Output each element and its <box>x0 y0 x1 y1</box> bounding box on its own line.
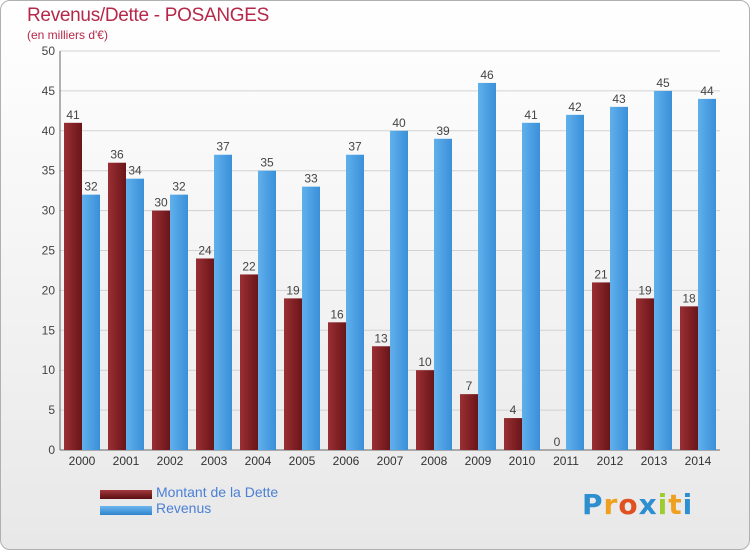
data-label-dette: 19 <box>638 283 652 297</box>
data-label-revenus: 34 <box>128 164 142 178</box>
x-tick-label: 2007 <box>377 454 404 468</box>
logo-letter: i <box>658 488 669 521</box>
logo-letter: o <box>618 488 638 521</box>
y-tick-label: 10 <box>42 363 56 377</box>
bar-revenus <box>390 131 408 450</box>
data-label-dette: 24 <box>198 243 212 257</box>
bar-dette <box>504 418 522 450</box>
legend-swatch-revenus <box>100 506 152 515</box>
x-tick-label: 2006 <box>333 454 360 468</box>
logo-letter: x <box>639 488 658 521</box>
x-tick-label: 2009 <box>465 454 492 468</box>
x-tick-label: 2004 <box>245 454 272 468</box>
x-tick-label: 2005 <box>289 454 316 468</box>
bar-dette <box>372 346 390 450</box>
bar-revenus <box>302 187 320 450</box>
y-tick-label: 40 <box>42 124 56 138</box>
data-label-revenus: 35 <box>260 156 274 170</box>
data-label-revenus: 40 <box>392 116 406 130</box>
bar-revenus <box>698 99 716 450</box>
y-tick-label: 20 <box>42 283 56 297</box>
data-label-dette: 21 <box>594 267 608 281</box>
logo-letter: P <box>582 488 604 521</box>
data-label-revenus: 43 <box>612 92 626 106</box>
x-tick-label: 2010 <box>509 454 536 468</box>
proxiti-logo: Proxiti <box>582 488 693 521</box>
legend-label-dette: Montant de la Dette <box>156 484 278 500</box>
bar-revenus <box>214 155 232 450</box>
bar-dette <box>64 123 82 450</box>
bar-dette <box>284 298 302 450</box>
bar-revenus <box>566 115 584 450</box>
data-label-dette: 4 <box>510 403 517 417</box>
data-label-dette: 10 <box>418 355 432 369</box>
data-label-revenus: 37 <box>348 140 362 154</box>
data-label-revenus: 32 <box>172 180 186 194</box>
bar-dette <box>240 274 258 450</box>
bar-revenus <box>126 179 144 450</box>
data-label-revenus: 37 <box>216 140 230 154</box>
data-label-dette: 7 <box>466 379 473 393</box>
data-label-revenus: 32 <box>84 180 98 194</box>
legend-swatch-dette <box>100 490 152 499</box>
legend-label-revenus: Revenus <box>156 500 211 516</box>
data-label-dette: 41 <box>66 108 80 122</box>
x-tick-label: 2008 <box>421 454 448 468</box>
bar-revenus <box>170 195 188 450</box>
x-tick-label: 2012 <box>597 454 624 468</box>
data-label-revenus: 33 <box>304 172 318 186</box>
logo-letter: r <box>604 488 619 521</box>
bar-dette <box>680 306 698 450</box>
y-tick-label: 25 <box>42 244 56 258</box>
bar-dette <box>108 163 126 450</box>
bar-dette <box>592 282 610 450</box>
bar-dette <box>416 370 434 450</box>
y-tick-label: 0 <box>48 443 55 457</box>
y-tick-label: 45 <box>42 84 56 98</box>
bar-dette <box>460 394 478 450</box>
data-label-dette: 22 <box>242 259 256 273</box>
x-tick-label: 2011 <box>553 454 579 468</box>
data-label-dette: 36 <box>110 148 124 162</box>
data-label-dette: 16 <box>330 307 344 321</box>
data-label-dette: 13 <box>374 331 388 345</box>
bar-dette <box>196 258 214 450</box>
bar-revenus <box>258 171 276 450</box>
bar-dette <box>328 322 346 450</box>
y-tick-label: 15 <box>42 323 56 337</box>
x-tick-label: 2001 <box>113 454 140 468</box>
bar-revenus <box>478 83 496 450</box>
x-tick-label: 2014 <box>685 454 712 468</box>
data-label-dette: 0 <box>554 435 561 449</box>
data-label-dette: 30 <box>154 196 168 210</box>
data-label-revenus: 39 <box>436 124 450 138</box>
logo-letter: i <box>683 488 694 521</box>
bar-revenus <box>522 123 540 450</box>
bar-revenus <box>434 139 452 450</box>
x-tick-label: 2000 <box>69 454 96 468</box>
x-tick-label: 2003 <box>201 454 228 468</box>
bar-revenus <box>346 155 364 450</box>
logo-letter: t <box>668 488 682 521</box>
data-label-dette: 18 <box>682 291 696 305</box>
y-tick-label: 50 <box>42 44 56 58</box>
data-label-revenus: 45 <box>656 76 670 90</box>
data-label-revenus: 41 <box>524 108 538 122</box>
bar-dette <box>636 298 654 450</box>
data-label-revenus: 46 <box>480 68 494 82</box>
x-tick-label: 2002 <box>157 454 184 468</box>
bar-revenus <box>82 195 100 450</box>
data-label-dette: 19 <box>286 283 300 297</box>
y-tick-label: 30 <box>42 204 56 218</box>
bar-chart: 0510152025303540455041322000363420013032… <box>0 0 750 550</box>
x-tick-label: 2013 <box>641 454 668 468</box>
bar-revenus <box>610 107 628 450</box>
data-label-revenus: 44 <box>700 84 714 98</box>
bar-revenus <box>654 91 672 450</box>
y-tick-label: 35 <box>42 164 56 178</box>
y-tick-label: 5 <box>48 403 55 417</box>
data-label-revenus: 42 <box>568 100 582 114</box>
bar-dette <box>152 211 170 450</box>
